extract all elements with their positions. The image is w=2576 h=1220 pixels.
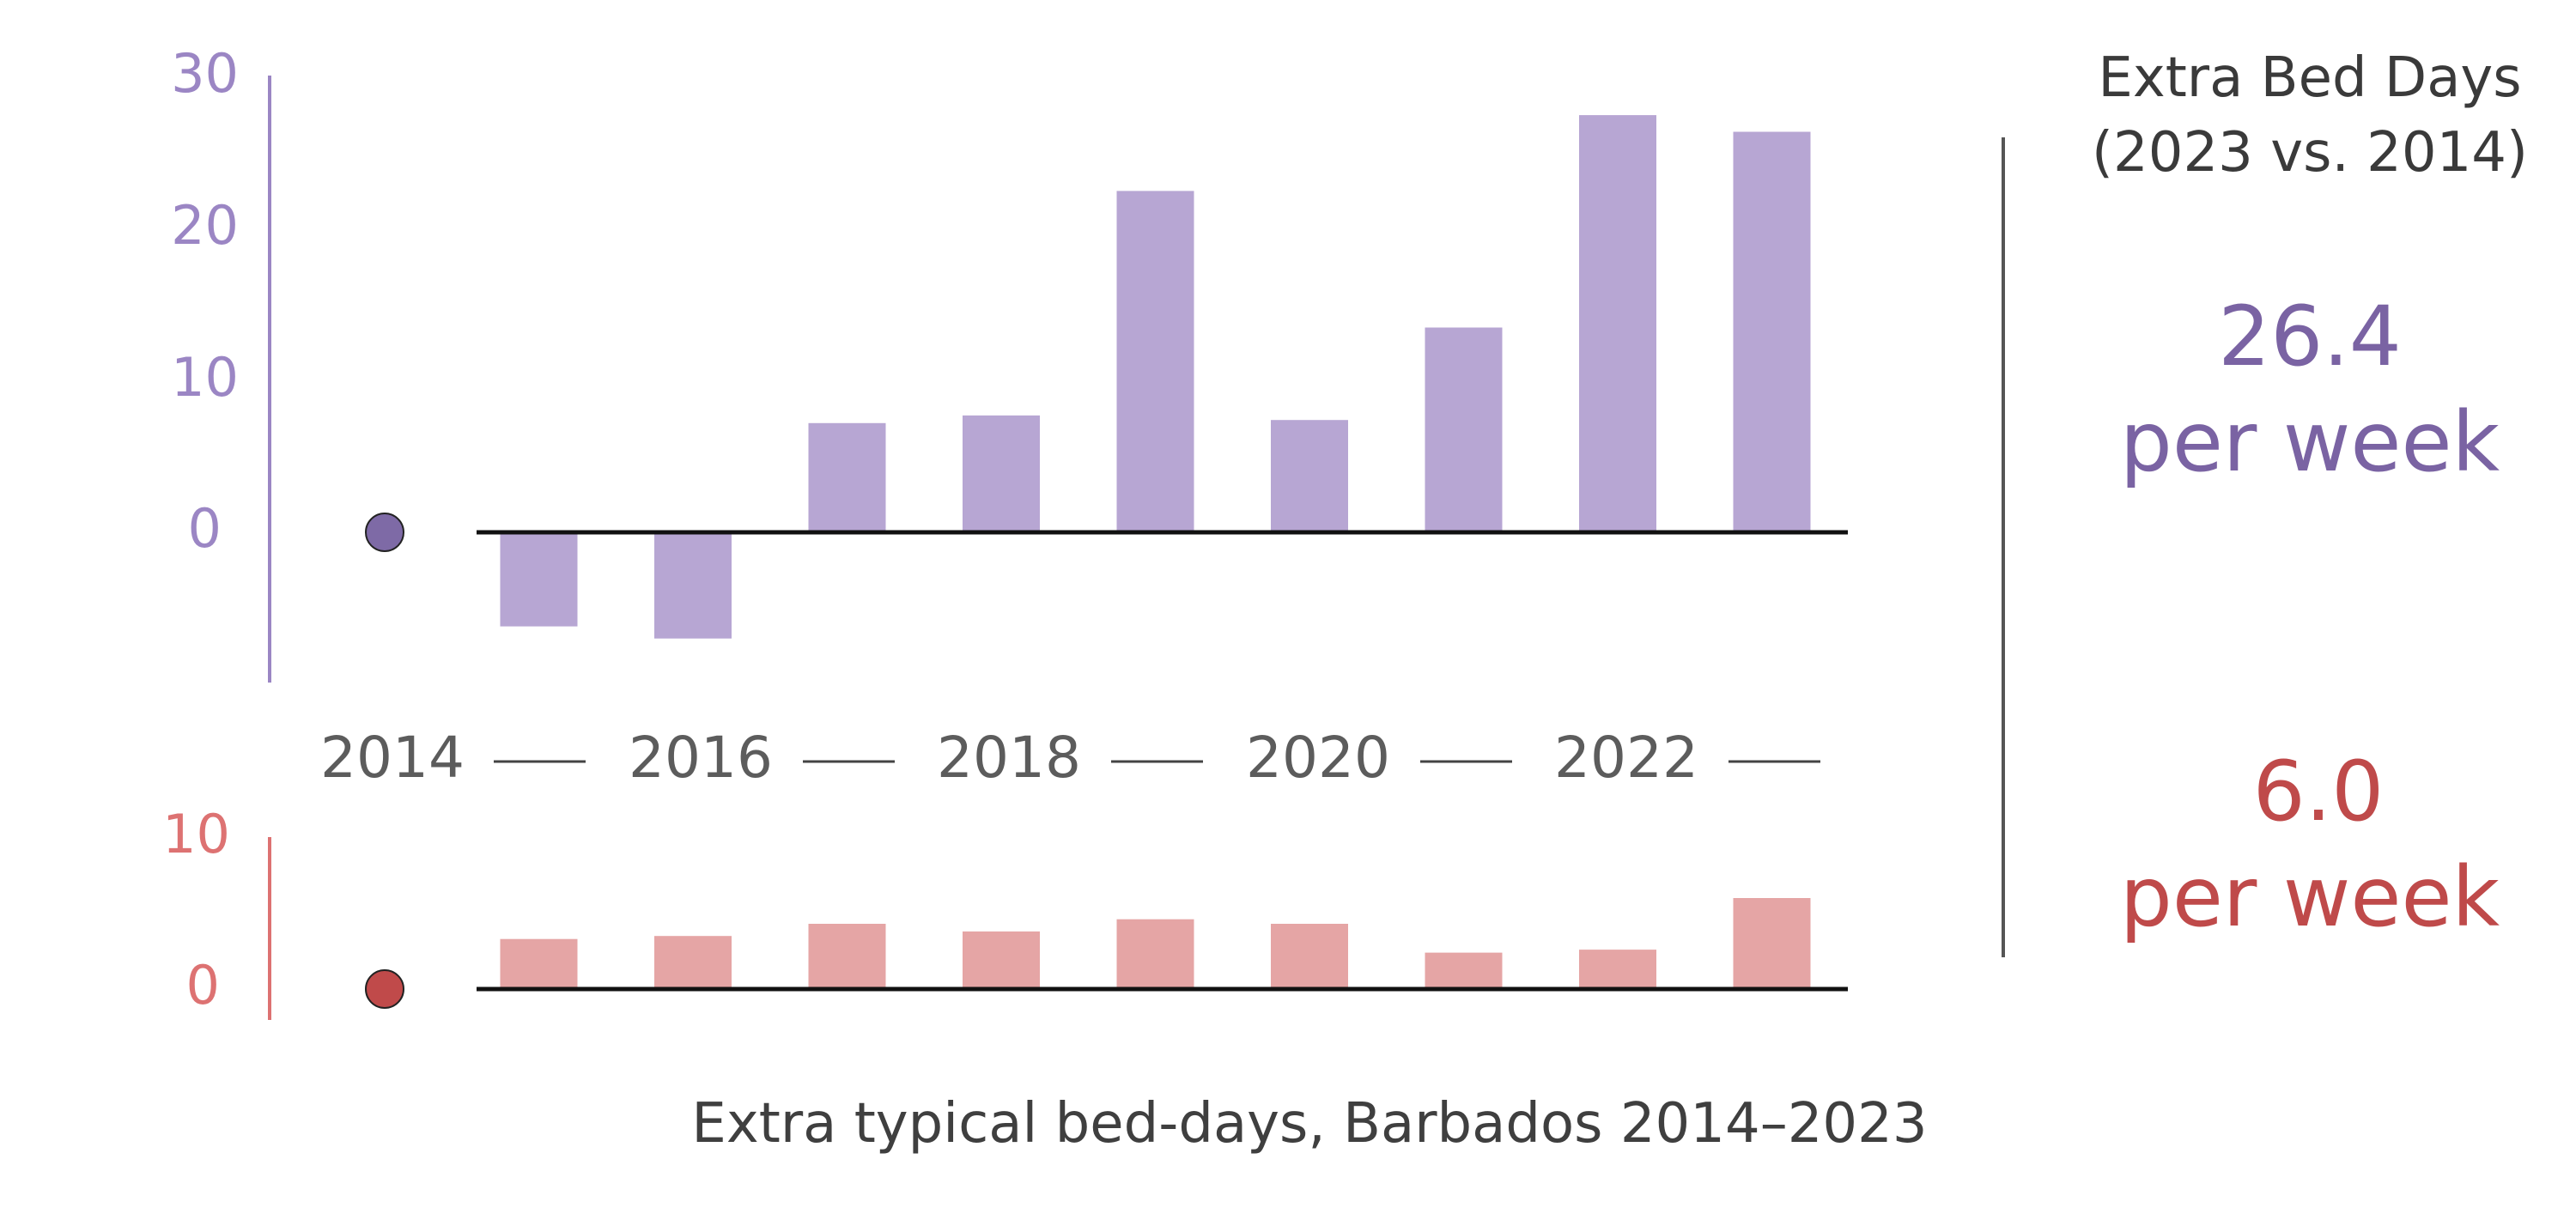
x-tick-2022: 2022 — [1554, 725, 1698, 791]
top-bar-2016 — [654, 532, 732, 639]
top-bar-2020 — [1271, 420, 1348, 532]
bottom-y-tick-10: 10 — [162, 803, 230, 865]
bottom-bars — [500, 898, 1811, 989]
chart-caption: Extra typical bed-days, Barbados 2014–20… — [691, 1092, 1927, 1156]
summary-panel: Extra Bed Days (2023 vs. 2014) 26.4 per … — [2092, 46, 2528, 945]
bottom-bar-2023 — [1733, 898, 1811, 989]
top-start-marker — [365, 513, 404, 552]
summary-top-unit: per week — [2120, 394, 2500, 490]
bottom-bar-2017 — [808, 924, 886, 989]
top-y-tick-10: 10 — [171, 346, 239, 409]
x-tick-2020: 2020 — [1246, 725, 1390, 791]
x-tick-2018: 2018 — [937, 725, 1081, 791]
summary-title-line1: Extra Bed Days — [2098, 46, 2521, 110]
summary-top-value: 26.4 — [2218, 288, 2402, 385]
top-bars — [500, 115, 1811, 639]
top-panel: 30 20 10 0 — [171, 42, 1848, 683]
bottom-bar-2022 — [1579, 950, 1656, 989]
top-bar-2023 — [1733, 131, 1811, 532]
summary-title-line2: (2023 vs. 2014) — [2092, 121, 2528, 185]
top-bar-2022 — [1579, 115, 1656, 532]
summary-bottom-value: 6.0 — [2253, 744, 2385, 840]
bottom-bar-2021 — [1425, 952, 1503, 989]
top-y-tick-0: 0 — [188, 497, 222, 560]
x-axis: 2014 2016 2018 2020 2022 — [320, 725, 1820, 791]
top-y-tick-30: 30 — [171, 42, 239, 105]
bottom-bar-2020 — [1271, 924, 1348, 989]
x-tick-2014: 2014 — [320, 725, 465, 791]
top-bar-2018 — [963, 415, 1040, 532]
top-y-tick-20: 20 — [171, 194, 239, 257]
x-tick-2016: 2016 — [629, 725, 773, 791]
bottom-bar-2018 — [963, 931, 1040, 989]
summary-bottom-unit: per week — [2120, 849, 2500, 945]
bottom-y-tick-0: 0 — [186, 954, 220, 1017]
bottom-bar-2015 — [500, 938, 578, 989]
bottom-bar-2016 — [654, 936, 732, 989]
top-bar-2015 — [500, 532, 578, 627]
bottom-panel: 10 0 — [162, 803, 1848, 1020]
top-bar-2017 — [808, 422, 886, 532]
top-bar-2021 — [1425, 327, 1503, 532]
bottom-bar-2019 — [1116, 919, 1194, 989]
bottom-start-marker — [365, 969, 404, 1009]
top-bar-2019 — [1116, 191, 1194, 532]
